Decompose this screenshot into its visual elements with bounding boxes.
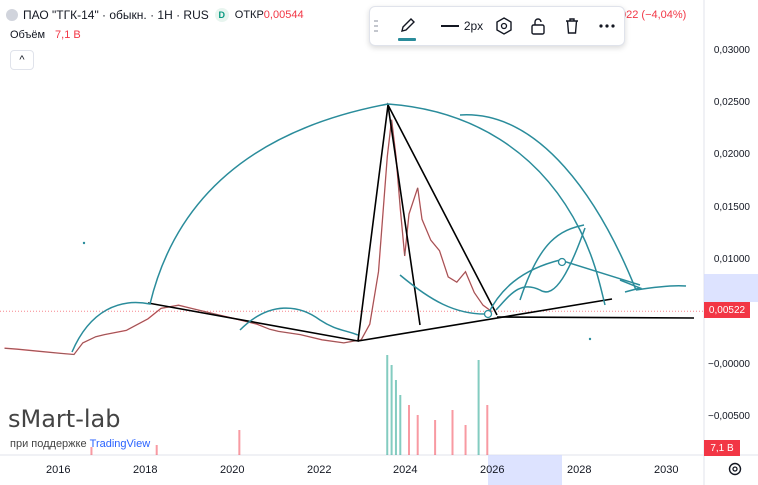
line-width-button[interactable]: 2px xyxy=(432,7,492,45)
settings-button[interactable] xyxy=(492,7,516,45)
hand-drawn-curve xyxy=(619,279,643,293)
chart-settings-button[interactable] xyxy=(726,460,744,478)
open-label: ОТКР xyxy=(234,9,264,21)
volume-legend: Объём 7,1 B xyxy=(10,29,81,41)
hand-drawn-curve xyxy=(519,224,585,301)
trash-icon xyxy=(566,18,578,34)
volume-bar xyxy=(464,425,467,455)
volume-bar xyxy=(390,365,393,455)
drawing-handle xyxy=(483,309,493,319)
time-tick: 2018 xyxy=(133,464,158,476)
time-tick: 2024 xyxy=(393,464,418,476)
hand-drawn-curve xyxy=(71,103,389,353)
volume-bar xyxy=(394,380,397,455)
chevron-up-icon: ^ xyxy=(19,54,25,66)
pencil-icon xyxy=(401,18,415,32)
volume-bar xyxy=(238,430,241,455)
drawing-dot xyxy=(82,241,86,245)
hand-drawn-curve xyxy=(459,114,637,291)
price-tick: 0,02500 xyxy=(713,97,750,108)
time-tick: 2026 xyxy=(480,464,505,476)
time-tick: 2022 xyxy=(307,464,332,476)
volume-bar xyxy=(155,445,158,455)
price-range-highlight xyxy=(704,274,758,302)
price-series-overlay xyxy=(4,119,492,355)
more-button[interactable] xyxy=(594,7,620,45)
collapse-legend-button[interactable]: ^ xyxy=(10,50,34,70)
hand-drawn-curve xyxy=(487,259,641,315)
drag-handle[interactable] xyxy=(370,7,382,45)
hand-drawn-curve xyxy=(635,285,687,291)
powered-by: при поддержке TradingView xyxy=(10,438,151,450)
symbol-header: ПАО "ТГК-14" · обыкн. · 1Н · RUS D ОТКР … xyxy=(6,6,304,24)
volume-bar xyxy=(486,405,489,455)
color-swatch xyxy=(398,38,416,41)
site-watermark: sMart-lab xyxy=(8,405,121,433)
volume-bar xyxy=(399,395,402,455)
volume-bar xyxy=(408,405,410,455)
volume-bar xyxy=(90,447,93,455)
price-tick: 0,01000 xyxy=(713,254,750,265)
volume-bar xyxy=(416,415,419,455)
drawing-dot xyxy=(588,337,592,341)
time-tick: 2016 xyxy=(46,464,71,476)
time-tick: 2028 xyxy=(567,464,592,476)
support-line xyxy=(357,298,613,342)
price-tick: −0,00000 xyxy=(708,359,750,370)
drawing-toolbar: 2px xyxy=(369,6,625,46)
volume-badge: 7,1 B xyxy=(704,440,740,456)
volume-bar xyxy=(434,420,437,455)
hand-drawn-curve xyxy=(387,103,606,306)
unlock-icon xyxy=(531,18,545,35)
hand-drawn-curve xyxy=(495,227,586,311)
drag-dots-icon xyxy=(374,20,378,32)
time-tick: 2020 xyxy=(220,464,245,476)
trend-triangle xyxy=(147,102,498,342)
lock-button[interactable] xyxy=(526,7,550,45)
hand-drawn-curve xyxy=(399,274,489,315)
market-status-icon[interactable]: D xyxy=(214,8,229,22)
symbol-title[interactable]: ПАО "ТГК-14" · обыкн. · 1Н · RUS xyxy=(23,8,209,22)
volume-label: Объём xyxy=(10,29,46,41)
tradingview-link[interactable]: TradingView xyxy=(89,438,151,450)
open-value: 0,00544 xyxy=(263,9,304,21)
drawing-handle xyxy=(557,257,567,267)
time-tick: 2030 xyxy=(654,464,679,476)
symbol-logo-icon xyxy=(6,9,18,21)
more-icon xyxy=(599,24,615,28)
hand-drawn-curve xyxy=(239,307,359,336)
price-tick: 0,03000 xyxy=(713,45,750,56)
hexagon-settings-icon xyxy=(496,17,512,35)
price-tick: 0,01500 xyxy=(713,202,750,213)
trend-line-inner xyxy=(387,104,421,326)
volume-bar xyxy=(386,355,389,455)
time-range-highlight xyxy=(488,455,562,485)
line-width-icon xyxy=(440,25,459,27)
price-change: 022 (−4,04%) xyxy=(620,9,687,21)
volume-value: 7,1 B xyxy=(55,29,81,41)
volume-bar xyxy=(477,360,480,455)
price-tick: 0,02000 xyxy=(713,149,750,160)
color-button[interactable] xyxy=(394,7,422,45)
current-price-badge: 0,00522 xyxy=(704,302,750,318)
delete-button[interactable] xyxy=(560,7,584,45)
horizontal-line xyxy=(496,316,695,319)
price-tick: −0,00500 xyxy=(708,411,750,422)
volume-bar xyxy=(451,410,454,455)
gear-icon xyxy=(728,462,742,476)
